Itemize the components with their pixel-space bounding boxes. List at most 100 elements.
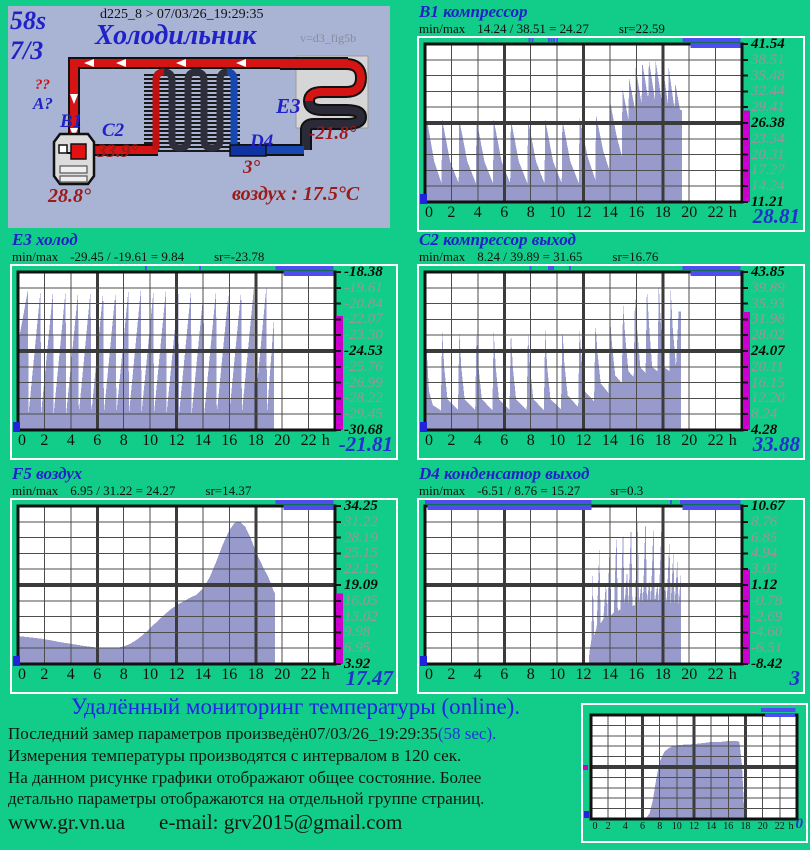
y-axis-label: -22.07 xyxy=(344,311,383,328)
minmax-label: min/max xyxy=(419,483,466,498)
y-axis-label: 29.41 xyxy=(751,99,785,116)
chart-title: B1 компрессор xyxy=(419,2,528,21)
chart-title: C2 компрессор выход xyxy=(419,230,576,249)
x-axis-label: 8 xyxy=(119,432,128,449)
y-axis-label: 11.21 xyxy=(751,194,784,210)
x-axis-label: h xyxy=(321,432,330,449)
y-axis-label: 35.93 xyxy=(751,295,785,312)
y-axis-label: 43.85 xyxy=(751,264,785,280)
x-axis-label: 6 xyxy=(500,432,509,449)
y-axis-label: 23.34 xyxy=(751,130,785,147)
x-axis-label: 10 xyxy=(549,204,566,221)
sr-value: sr=16.76 xyxy=(612,249,659,264)
last-measure-time: 07/03/26_19:29:35 xyxy=(308,724,438,743)
status-bar xyxy=(765,713,796,717)
x-axis-label: 16 xyxy=(221,666,238,683)
x-axis-label: 18 xyxy=(654,666,671,683)
current-value: 28.81 xyxy=(752,204,800,228)
current-value: 0 xyxy=(795,816,804,832)
x-axis-label: 8 xyxy=(526,204,535,221)
y-axis-label: 41.54 xyxy=(751,36,785,52)
y-axis-label: -26.99 xyxy=(344,374,383,391)
status-bar xyxy=(682,38,741,42)
y-axis-label: -8.42 xyxy=(751,656,783,672)
x-axis-label: 4 xyxy=(66,666,75,683)
e3-label: E3 xyxy=(276,94,301,118)
current-value-bar xyxy=(743,110,750,202)
x-axis-label: 10 xyxy=(549,432,566,449)
y-axis-label: 16.15 xyxy=(751,374,785,391)
start-marker xyxy=(13,422,20,432)
chart-minmax-line: min/max -29.45 / -19.61 = 9.84 sr=-23.78 xyxy=(12,250,264,263)
x-axis-label: 12 xyxy=(168,666,185,683)
y-axis-label: 38.51 xyxy=(751,51,785,68)
current-value: 33.88 xyxy=(752,432,800,456)
start-marker xyxy=(13,656,20,666)
y-axis-label: 32.44 xyxy=(751,83,785,100)
footer-line-3: На данном рисунке графики отображают общ… xyxy=(8,768,482,787)
y-axis-label: 28.19 xyxy=(344,529,378,546)
chart-title: E3 холод xyxy=(12,230,78,249)
x-axis-label: 16 xyxy=(221,432,238,449)
y-axis-label: -29.45 xyxy=(344,406,383,423)
d4-label: D4 xyxy=(250,131,274,152)
x-axis-label: 2 xyxy=(447,666,456,683)
minmax-value: 14.24 / 38.51 = 24.27 xyxy=(477,21,589,36)
d4-temp-label: 3° xyxy=(243,157,261,178)
y-axis-label: 20.11 xyxy=(751,358,784,375)
x-axis-label: 22 xyxy=(707,432,724,449)
site-link[interactable]: www.gr.vn.ua xyxy=(8,810,126,834)
y-axis-label: 4.94 xyxy=(751,545,778,562)
minmax-value: 8.24 / 39.89 = 31.65 xyxy=(477,249,583,264)
current-value: 3 xyxy=(789,666,801,690)
email-link[interactable]: e-mail: grv2015@gmail.com xyxy=(159,810,403,834)
plot-canvas xyxy=(420,38,750,204)
event-tick xyxy=(528,38,531,42)
plot-canvas xyxy=(583,708,799,821)
x-axis-label: 14 xyxy=(706,821,717,832)
x-axis-label: 8 xyxy=(526,666,535,683)
event-tick xyxy=(547,266,550,270)
plot-canvas xyxy=(13,266,343,432)
event-tick xyxy=(553,38,556,42)
sr-value: sr=-23.78 xyxy=(214,249,265,264)
x-axis-label: h xyxy=(728,432,737,449)
x-axis-label: 12 xyxy=(168,432,185,449)
chart-panel-overview: 0 2 4 6 8 10 12 14 16 18 20 22 h 0 xyxy=(581,703,810,845)
series-area xyxy=(425,285,682,430)
x-axis-label: 14 xyxy=(601,432,618,449)
current-value-bar xyxy=(336,593,343,664)
schematic-title: Холодильник xyxy=(95,20,257,51)
c2-label: C2 xyxy=(102,120,125,141)
x-axis-label: 6 xyxy=(500,666,509,683)
current-value-bar xyxy=(743,311,750,430)
chart-overview-plot: 0 2 4 6 8 10 12 14 16 18 20 22 h 0 xyxy=(581,703,808,843)
sr-value: sr=14.37 xyxy=(205,483,252,498)
y-axis-label: 16.05 xyxy=(344,592,378,609)
series-area xyxy=(425,59,682,202)
condenser-coil xyxy=(152,68,238,152)
y-axis-label: -24.53 xyxy=(344,343,383,359)
status-bar xyxy=(275,266,334,270)
status-bar xyxy=(283,505,334,510)
y-axis-label: -6.51 xyxy=(751,640,783,657)
x-axis-label: 18 xyxy=(247,432,264,449)
c2-temp-label: 33.9° xyxy=(97,141,138,162)
minmax-label: min/max xyxy=(12,249,59,264)
x-axis-label: 10 xyxy=(142,666,159,683)
chart-panel-d4: D4 конденсатор выход min/max -6.51 / 8.76… xyxy=(417,465,809,697)
x-axis-label: 20 xyxy=(274,432,291,449)
y-axis-label: 4.28 xyxy=(751,422,778,438)
x-axis-label: h xyxy=(788,821,794,832)
x-axis-label: 4 xyxy=(66,432,75,449)
x-axis-label: 0 xyxy=(425,666,433,683)
x-axis-label: 20 xyxy=(681,666,698,683)
evaporator-dark-coil xyxy=(302,100,366,150)
y-axis-label: 3.03 xyxy=(751,561,778,578)
sr-value: sr=22.59 xyxy=(618,21,665,36)
current-value: -21.81 xyxy=(338,432,393,456)
event-tick xyxy=(531,38,534,42)
b1-label: B1 xyxy=(60,111,83,132)
x-axis-label: 12 xyxy=(689,821,699,832)
